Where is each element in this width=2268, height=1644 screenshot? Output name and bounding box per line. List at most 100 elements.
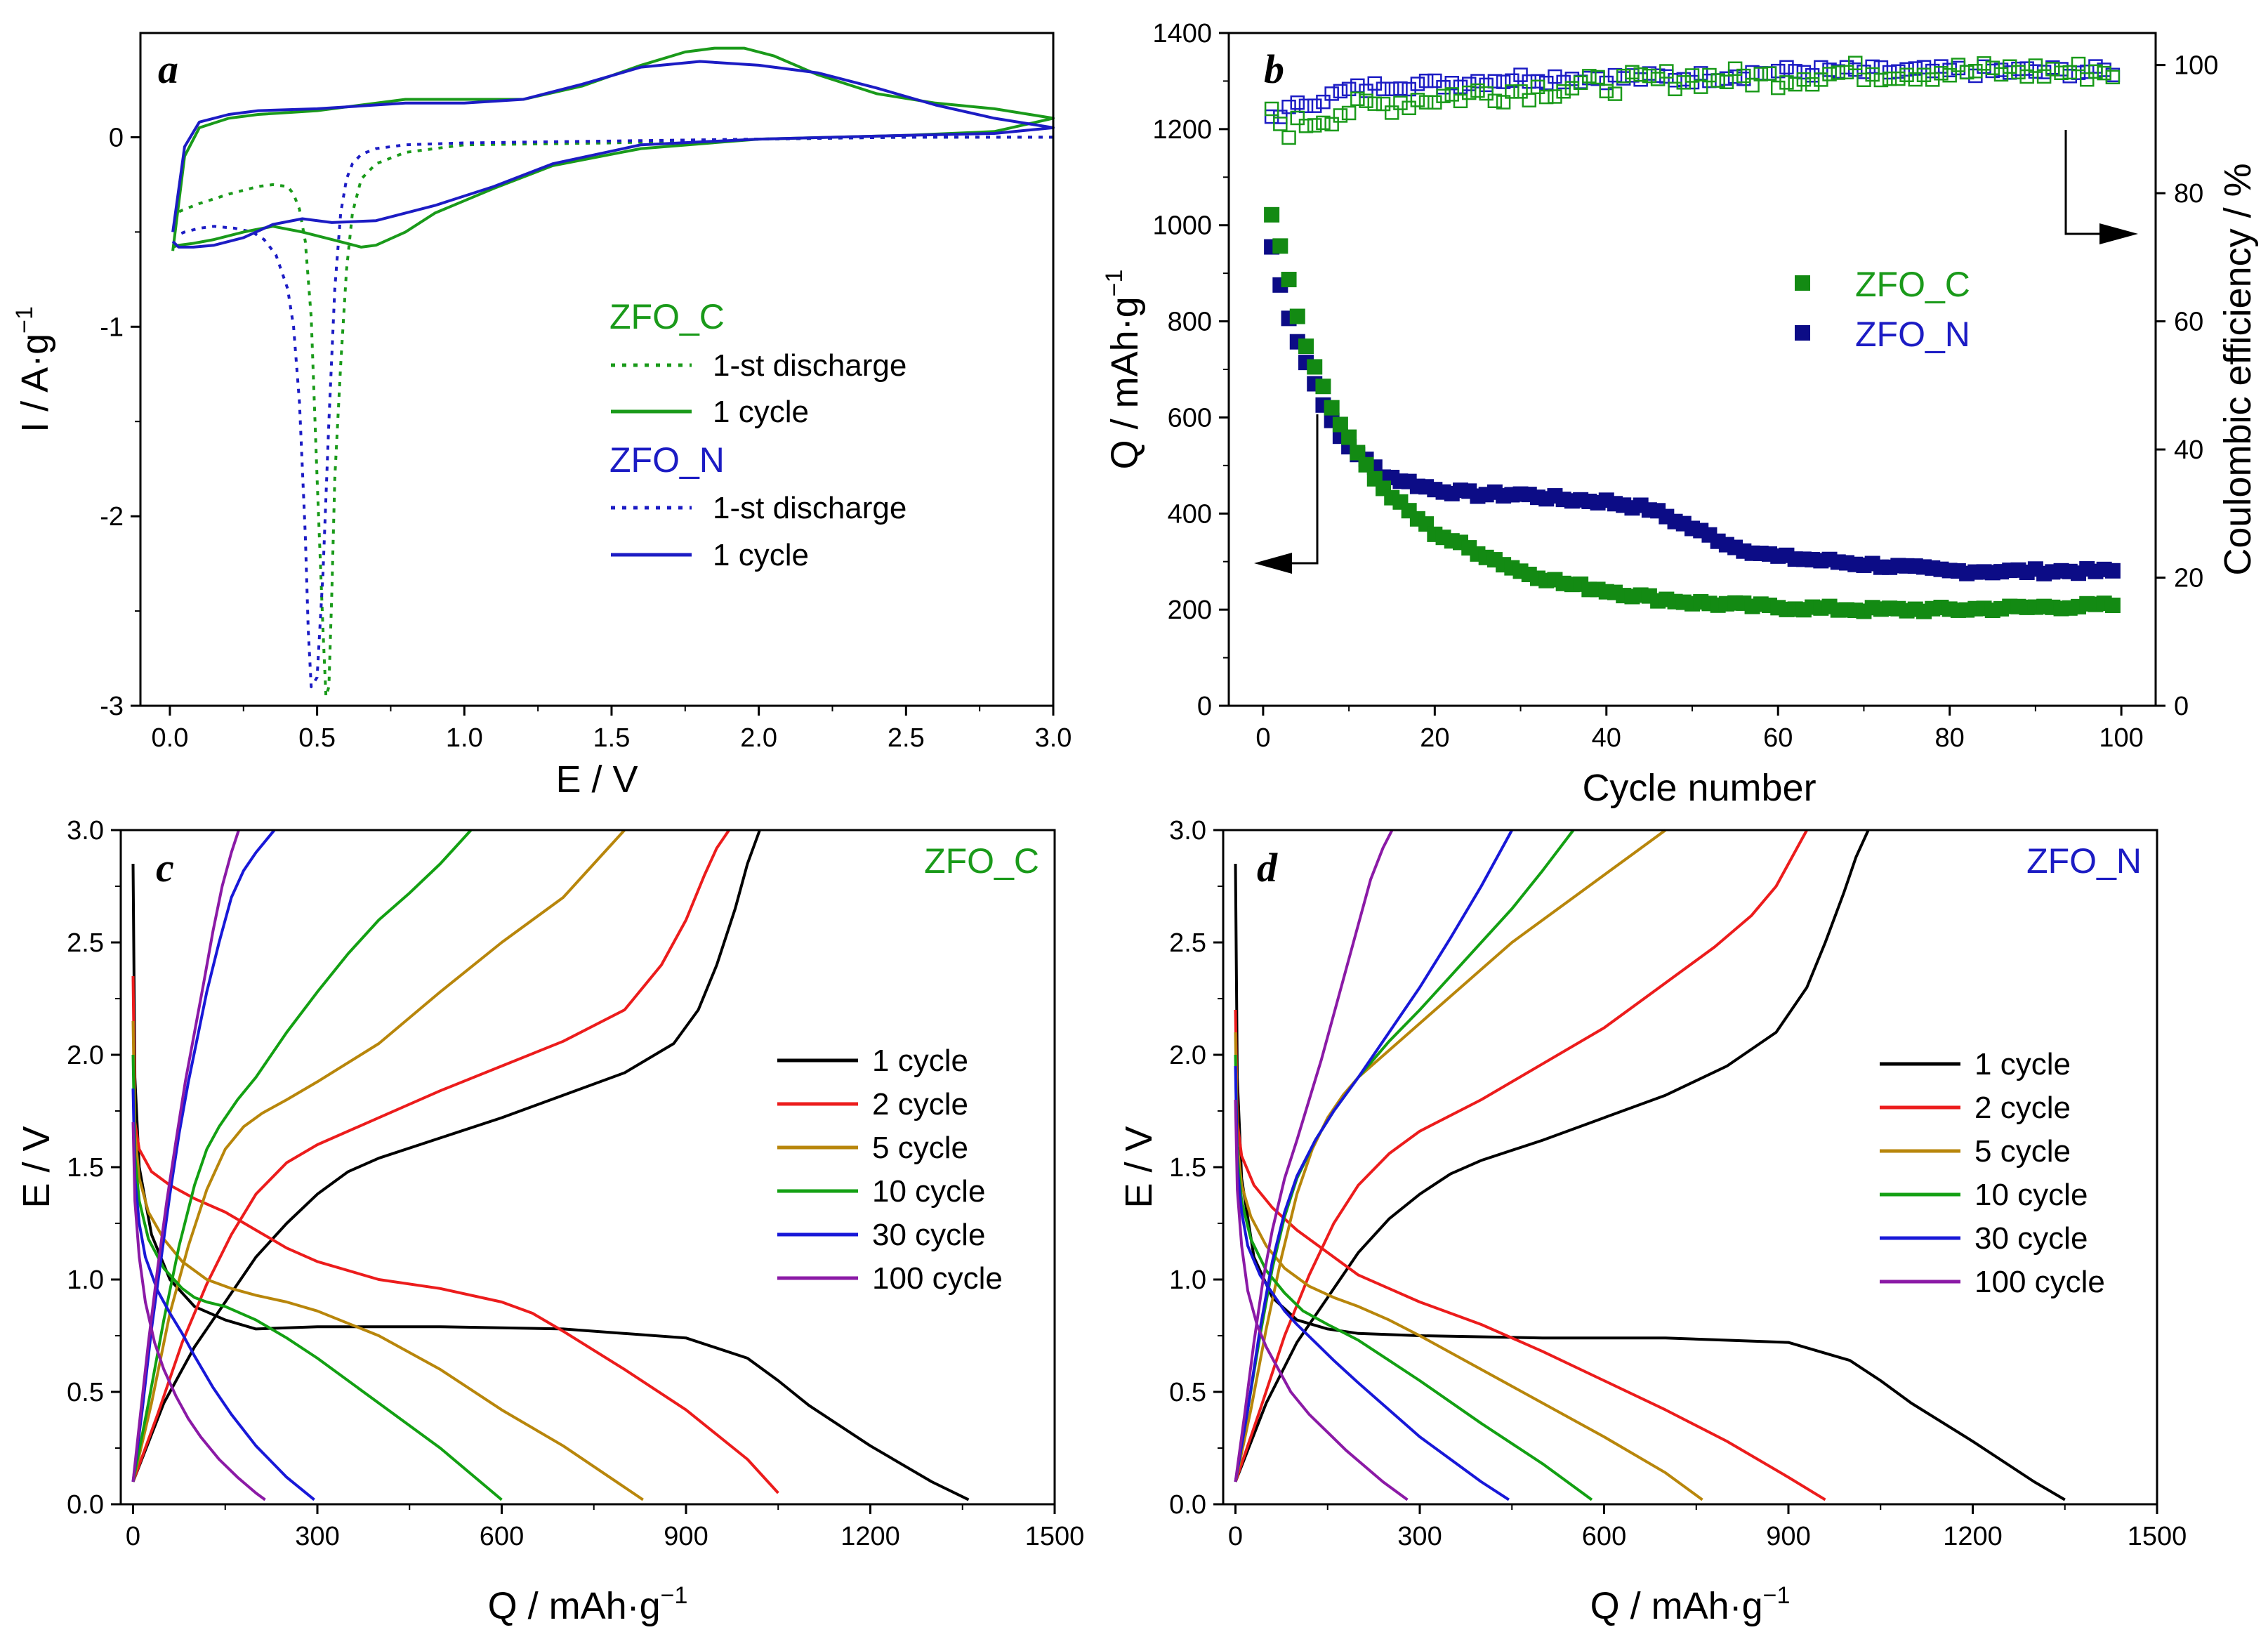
panel-b-efficiency-point-zfo_n (1668, 73, 1682, 88)
panel-b-efficiency-point-zfo_c (1461, 85, 1477, 100)
panel-b-capacity-point-zfo_c (1298, 338, 1314, 355)
panel-b-capacity-point-zfo_c (1332, 416, 1348, 433)
panel-b-efficiency-point-zfo_c (1959, 65, 1974, 80)
panel-b-efficiency-point-zfo_c (1393, 96, 1408, 110)
panel-b-xtick-label: 0 (1255, 723, 1270, 753)
panel-d-ytick-label: 2.5 (1169, 928, 1206, 958)
panel-c-ytick-label: 1.5 (67, 1153, 104, 1183)
panel-b-efficiency-point-zfo_c (1891, 71, 1906, 86)
panel-b-efficiency-point-zfo_n (1857, 65, 1871, 79)
panel-d-frame (1222, 829, 2158, 1506)
panel-b-efficiency-point-zfo_n (1316, 94, 1331, 110)
panel-b-efficiency-point-zfo_c (2036, 69, 2052, 84)
panel-b-ticks: 0 20 40 60 80 1000200400600800100012001400020… (1152, 19, 2218, 753)
panel-d-discharge-100-cycle (1234, 1099, 1409, 1501)
panel-b-xtick-label: 20 (1420, 723, 1449, 753)
panel-b-y2tick-label: 80 (2174, 179, 2203, 209)
panel-b-efficiency-point-zfo_c (2097, 65, 2111, 81)
panel-a-ytick-label: -2 (100, 502, 124, 532)
panel-b: 0 20 40 60 80 1000200400600800100012001400020… (1101, 19, 2259, 809)
panel-b-capacity-point-zfo_c (1281, 272, 1297, 288)
panel-a-legend: ZFO_C 1-st discharge 1 cycle ZFO_N 1-st … (609, 297, 906, 572)
panel-b-efficiency-point-zfo_c (1281, 130, 1296, 145)
panel-c-discharge-1-cycle (131, 863, 970, 1501)
panel-c-discharge-5-cycle (131, 1020, 644, 1501)
panel-d-charge-100-cycle (1234, 829, 1394, 1482)
panel-b-y2tick-label: 100 (2174, 51, 2218, 81)
panel-b-capacity-point-zfo_c (1341, 429, 1357, 445)
panel-c-xtick-label: 1500 (1025, 1522, 1085, 1551)
panel-b-efficiency-point-zfo_c (1762, 66, 1777, 81)
panel-b-capacity-point-zfo_c (2104, 597, 2121, 613)
panel-b-efficiency-point-zfo_c (1770, 80, 1786, 96)
panel-b-efficiency-point-zfo_c (1616, 68, 1631, 84)
panel-b-efficiency-point-zfo_n (1805, 68, 1820, 83)
legend-a-group-zfo-n: ZFO_N (609, 440, 725, 480)
panel-b-efficiency-point-zfo_c (2011, 65, 2026, 80)
legend-b-zfo-c: ZFO_C (1855, 265, 1970, 304)
panel-b-efficiency-point-zfo_n (1393, 81, 1408, 96)
panel-d-tag: ZFO_N (2026, 841, 2142, 881)
panel-b-efficiency-point-zfo_c (2045, 62, 2060, 77)
panel-b-efficiency-point-zfo_c (1993, 67, 2009, 82)
panel-b-efficiency-point-zfo_n (1796, 65, 1812, 80)
panel-d-legend-label: 30 cycle (1974, 1221, 2088, 1256)
panel-a-lines (171, 46, 1055, 698)
panel-b-efficiency-point-zfo_c (1977, 56, 1991, 71)
panel-b-efficiency-point-zfo_c (1899, 67, 1914, 82)
panel-b-efficiency-point-zfo_c (1607, 86, 1623, 101)
panel-c-xtick-label: 1200 (840, 1522, 900, 1551)
legend-a-zfo-c-entry-2: 1 cycle (713, 395, 809, 429)
panel-b-efficiency-point-zfo_c (1333, 108, 1348, 123)
panel-b-efficiency-point-zfo_n (2019, 61, 2034, 76)
panel-b-efficiency-point-zfo_c (1633, 67, 1648, 82)
panel-c-legend: 1 cycle 2 cycle 5 cycle 10 cycle 30 cycle 100… (777, 1044, 1003, 1296)
panel-c-charge-5-cycle (131, 829, 626, 1482)
panel-b-efficiency-point-zfo_c (1942, 67, 1957, 83)
panel-b-efficiency-point-zfo_c (1882, 71, 1897, 86)
panel-c-discharge-100-cycle (131, 1122, 266, 1501)
panel-b-efficiency-point-zfo_c (1684, 68, 1700, 83)
panel-b-efficiency-point-zfo_n (1727, 69, 1743, 84)
panel-b-efficiency-point-zfo_c (1805, 77, 1820, 92)
panel-b-efficiency-point-zfo_c (1831, 65, 1846, 80)
panel-b-efficiency-point-zfo_c (1505, 84, 1519, 99)
panel-b-xtick-label: 60 (1763, 723, 1793, 753)
panel-a-xtick-label: 1.5 (593, 723, 631, 753)
panel-b-capacity-point-zfo_c (1324, 400, 1340, 416)
panel-a-letter: a (158, 46, 178, 92)
panel-a-xtick-label: 0.0 (152, 723, 189, 753)
panel-b-efficiency-point-zfo_n (1298, 98, 1314, 114)
panel-b-efficiency-point-zfo_n (1384, 81, 1399, 96)
panel-d-discharge-2-cycle (1234, 1009, 1826, 1501)
panel-b-efficiency-point-zfo_c (1788, 77, 1802, 92)
panel-b-frame (1227, 32, 2157, 707)
panel-b-efficiency-point-zfo_c (1650, 72, 1666, 86)
panel-b-efficiency-point-zfo_c (1625, 65, 1640, 80)
panel-b-efficiency-point-zfo_c (1350, 91, 1365, 106)
panel-b-ytick-label: 1200 (1152, 115, 1212, 145)
panel-d-legend-label: 5 cycle (1974, 1134, 2071, 1169)
legend-b-zfo-n: ZFO_N (1855, 315, 1970, 354)
panel-d-xtick-label: 1200 (1943, 1522, 2003, 1551)
arrow-left-axis-head (1254, 553, 1292, 574)
panel-a-ytick-label: -1 (100, 313, 124, 342)
panel-c-xtick-label: 600 (480, 1522, 524, 1551)
panel-c-charge-1-cycle (131, 829, 761, 1482)
panel-a-ytick-label: -3 (100, 692, 124, 721)
panel-b-efficiency-point-zfo_c (2088, 64, 2103, 79)
panel-d-ytick-label: 0.5 (1169, 1378, 1206, 1407)
panel-c-xtick-label: 900 (664, 1522, 708, 1551)
panel-b-ytick-label: 200 (1168, 596, 1212, 625)
panel-c-legend-label: 10 cycle (872, 1174, 985, 1209)
panel-b-efficiency-point-zfo_c (1359, 93, 1373, 108)
panel-b-efficiency-point-zfo_c (1908, 72, 1923, 87)
panel-d-charge-1-cycle (1234, 829, 1870, 1482)
panel-a-xtick-label: 0.5 (298, 723, 336, 753)
panel-b-efficiency-point-zfo_c (1470, 83, 1485, 98)
panel-b-efficiency-point-zfo_c (1642, 68, 1657, 84)
panel-b-efficiency-point-zfo_c (1307, 118, 1322, 133)
panel-b-xlabel: Cycle number (1582, 767, 1816, 809)
panel-b-efficiency-point-zfo_n (1333, 84, 1348, 99)
